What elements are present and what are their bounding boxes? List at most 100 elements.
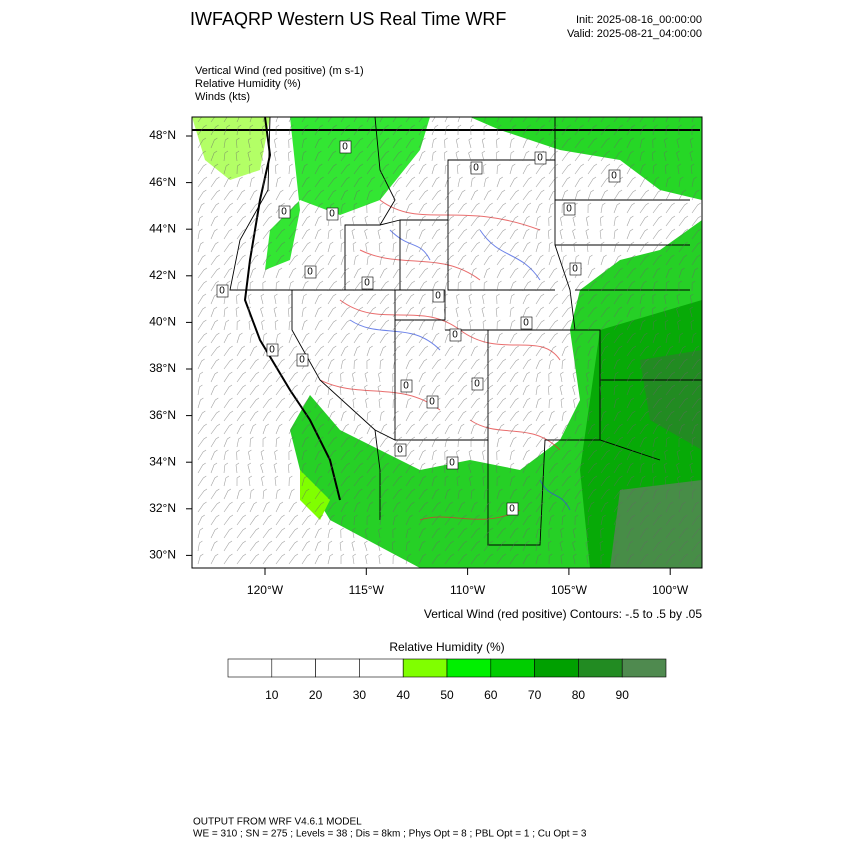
wind-barb: [496, 384, 506, 396]
wind-barb: [366, 137, 377, 149]
wind-barb: [561, 306, 572, 318]
map: 48°N 46°N 44°N 42°N 40°N 38°N 36°N 34°N 32°N 30°N…: [149, 116, 703, 597]
wind-barb: [535, 514, 543, 526]
wind-barb: [275, 332, 281, 344]
wind-barb: [301, 202, 311, 214]
wind-barb: [626, 124, 636, 136]
wind-barb: [535, 254, 544, 266]
wind-barb: [600, 436, 611, 448]
wind-barb: [274, 293, 278, 305]
wind-barb: [366, 501, 374, 513]
wind-barb: [587, 488, 597, 500]
wind-barb: [587, 319, 598, 331]
wind-barb: [418, 150, 426, 162]
wind-barb: [599, 384, 604, 396]
wind-barb: [392, 241, 397, 253]
wind-barb: [405, 345, 415, 357]
wind-barb: [288, 117, 292, 123]
wind-barb: [574, 176, 583, 188]
wind-barb: [664, 449, 668, 461]
wind-barb: [652, 449, 657, 461]
wind-barb: [327, 228, 333, 240]
wind-barb: [496, 501, 505, 513]
wind-barb: [301, 293, 307, 305]
wind-barb: [691, 540, 702, 552]
wind-barb: [677, 475, 681, 487]
wind-barb: [496, 124, 502, 136]
wind-barb: [626, 540, 634, 552]
wind-barb: [535, 228, 541, 240]
wind-barb: [301, 514, 312, 526]
wind-barb: [327, 371, 333, 383]
contour-label-box: [446, 456, 459, 470]
wind-barb: [223, 436, 231, 448]
wind-barb: [457, 254, 467, 266]
wind-barb: [431, 436, 439, 448]
wind-barb: [652, 514, 663, 526]
wind-barb: [431, 241, 441, 253]
wind-barb: [275, 527, 286, 539]
wind-barb: [574, 254, 580, 266]
wind-barb: [327, 267, 337, 279]
wind-barb: [431, 280, 439, 292]
wind-barb: [664, 475, 669, 487]
wind-barb: [561, 332, 571, 344]
wind-barb: [223, 332, 232, 344]
wind-barb: [652, 228, 662, 240]
wind-barb: [353, 280, 363, 292]
wind-barb: [431, 189, 441, 201]
wind-barb: [236, 117, 240, 123]
contour-label-box: [326, 207, 339, 221]
wind-barb: [626, 228, 634, 240]
wind-barb: [535, 540, 541, 552]
wind-barb: [599, 540, 604, 552]
wind-barb: [431, 117, 436, 123]
wind-barb: [197, 475, 207, 487]
wind-barb: [418, 345, 429, 357]
wind-barb: [561, 254, 567, 266]
wind-barb: [288, 228, 298, 240]
wind-barb: [314, 228, 322, 240]
wind-barb: [275, 540, 286, 552]
wind-barb: [548, 117, 553, 123]
wind-barb: [275, 423, 283, 435]
wind-barb: [352, 527, 356, 539]
wind-barb: [365, 397, 369, 409]
wind-barb: [340, 280, 351, 292]
wind-barb: [665, 202, 675, 214]
wind-barb: [587, 501, 595, 513]
wind-barb: [548, 267, 558, 279]
wind-barb: [260, 449, 265, 461]
lat-label: 36°N: [149, 408, 176, 422]
wind-barb: [353, 150, 364, 162]
wind-barb: [223, 124, 231, 136]
wind-barb: [288, 488, 295, 500]
wind-barb: [405, 319, 415, 331]
wind-barb: [639, 553, 649, 565]
wind-barb: [470, 553, 481, 565]
wind-barb: [314, 202, 323, 214]
wind-barb: [405, 267, 415, 279]
wind-barb: [678, 488, 683, 500]
wind-barb: [522, 189, 533, 201]
wind-barb: [301, 124, 309, 136]
wind-barb: [572, 384, 576, 396]
wind-barb: [366, 462, 377, 474]
wind-barb: [613, 202, 621, 214]
wind-barb: [587, 280, 597, 292]
wind-barb: [678, 540, 689, 552]
wind-barb: [405, 254, 414, 266]
wind-barb: [665, 163, 669, 175]
wind-barb: [535, 293, 545, 305]
wind-barb: [483, 124, 488, 136]
wind-barb: [587, 306, 598, 318]
wind-barb: [288, 202, 299, 214]
wind-barb: [301, 280, 309, 292]
wind-barb: [455, 306, 460, 318]
wind-barb: [639, 124, 647, 136]
colorbar-box: [446, 658, 492, 678]
wind-barb: [613, 397, 620, 409]
wind-barb: [288, 176, 296, 188]
wind-barb: [261, 319, 265, 331]
wind-barb: [613, 358, 621, 370]
